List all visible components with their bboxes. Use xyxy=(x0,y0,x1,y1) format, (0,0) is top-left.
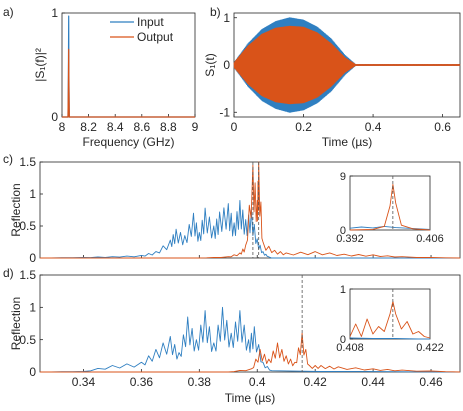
panel-d-ytick-label: 1.5 xyxy=(19,268,36,282)
legend-label-input: Input xyxy=(137,15,164,29)
panel-b-xtick-label: 0.6 xyxy=(434,120,451,134)
panel-d-xlabel: Time (µs) xyxy=(225,391,275,405)
panel-a-xtick-label: 8.2 xyxy=(80,120,97,134)
panel-c-ytick-label: 1.5 xyxy=(19,155,36,169)
panel-d-xtick-label: 0.4 xyxy=(249,375,266,389)
panel-d-xtick-label: 0.42 xyxy=(303,375,327,389)
panel-c-ytick-label: 1 xyxy=(29,187,36,201)
panel-d-xtick-label: 0.34 xyxy=(72,375,96,389)
panel-b-xtick-label: 0.4 xyxy=(365,120,382,134)
panel-c-ytick-label: 0 xyxy=(29,251,36,265)
panel-label: c) xyxy=(3,152,13,166)
panel-b-xtick-label: 0.2 xyxy=(295,120,312,134)
panel-label: b) xyxy=(210,5,221,19)
panel-a-series-output xyxy=(62,48,195,118)
panel-b-ytick-label: -1 xyxy=(219,105,230,119)
panel-d-series-output xyxy=(40,332,461,373)
panel-c-axes xyxy=(39,161,461,259)
panel-d-inset-xtick-label: 0.408 xyxy=(336,342,364,354)
panel-a-xtick-label: 8.8 xyxy=(160,120,177,134)
panel-d-xtick-label: 0.46 xyxy=(419,375,443,389)
panel-c-inset-xtick-label: 0.392 xyxy=(336,233,364,245)
panel-a-xtick-label: 8.6 xyxy=(133,120,150,134)
panel-label: d) xyxy=(3,266,14,280)
panel-d-xtick-label: 0.44 xyxy=(361,375,385,389)
panel-d-xtick-label: 0.36 xyxy=(130,375,154,389)
panel-b-ytick-label: 0 xyxy=(223,58,230,72)
panel-b-xlabel: Time (µs) xyxy=(322,135,372,149)
panel-c-ylabel: Reflection xyxy=(9,183,23,236)
panel-b-series-output xyxy=(233,25,461,105)
panel-c-inset-ytick-label: 9 xyxy=(340,171,346,183)
panel-b-ytick-label: 1 xyxy=(223,11,230,25)
panel-b-ylabel: S₁(t) xyxy=(203,53,217,76)
panel-d-inset-xtick-label: 0.422 xyxy=(416,342,444,354)
panel-c-inset-series-output xyxy=(349,183,431,231)
panel-a-xlabel: Frequency (GHz) xyxy=(82,135,174,149)
panel-d-xtick-label: 0.38 xyxy=(188,375,212,389)
panel-c-series-output xyxy=(40,161,461,259)
panel-a-series-input xyxy=(62,15,195,118)
panel-c-ytick-label: 0.5 xyxy=(19,219,36,233)
panel-a-ytick-label: 1 xyxy=(51,6,58,20)
panel-d-ylabel: Reflection xyxy=(9,297,23,350)
panel-a-axes xyxy=(61,12,196,118)
panel-d-axes xyxy=(39,274,461,373)
panel-a-ylabel: |S₁(f)|² xyxy=(33,48,47,82)
panel-d-inset-ytick-label: 0 xyxy=(340,334,346,346)
panel-d-inset-series-input xyxy=(349,337,430,340)
panel-d-series-input xyxy=(39,306,461,373)
panel-c-inset-xtick-label: 0.406 xyxy=(416,233,444,245)
legend-label-output: Output xyxy=(137,30,174,44)
panel-label: a) xyxy=(3,5,14,19)
panel-a-xtick-label: 8 xyxy=(59,120,66,134)
panel-d-ytick-label: 1 xyxy=(29,301,36,315)
panel-a-xtick-label: 9 xyxy=(192,120,199,134)
panel-a-xtick-label: 8.4 xyxy=(107,120,124,134)
panel-d-inset-ytick-label: 1 xyxy=(340,284,346,296)
panel-c-inset-ytick-label: 0 xyxy=(340,225,346,237)
panel-b-xtick-label: 0 xyxy=(231,120,238,134)
panel-c-series-input xyxy=(39,199,460,259)
panel-d-inset-series-output xyxy=(349,301,431,339)
panel-d-ytick-label: 0.5 xyxy=(19,333,36,347)
panel-a-ytick-label: 0 xyxy=(51,110,58,124)
panel-d-ytick-label: 0 xyxy=(29,365,36,379)
